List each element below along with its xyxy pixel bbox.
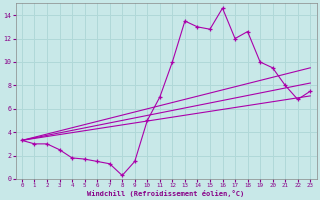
- X-axis label: Windchill (Refroidissement éolien,°C): Windchill (Refroidissement éolien,°C): [87, 190, 245, 197]
